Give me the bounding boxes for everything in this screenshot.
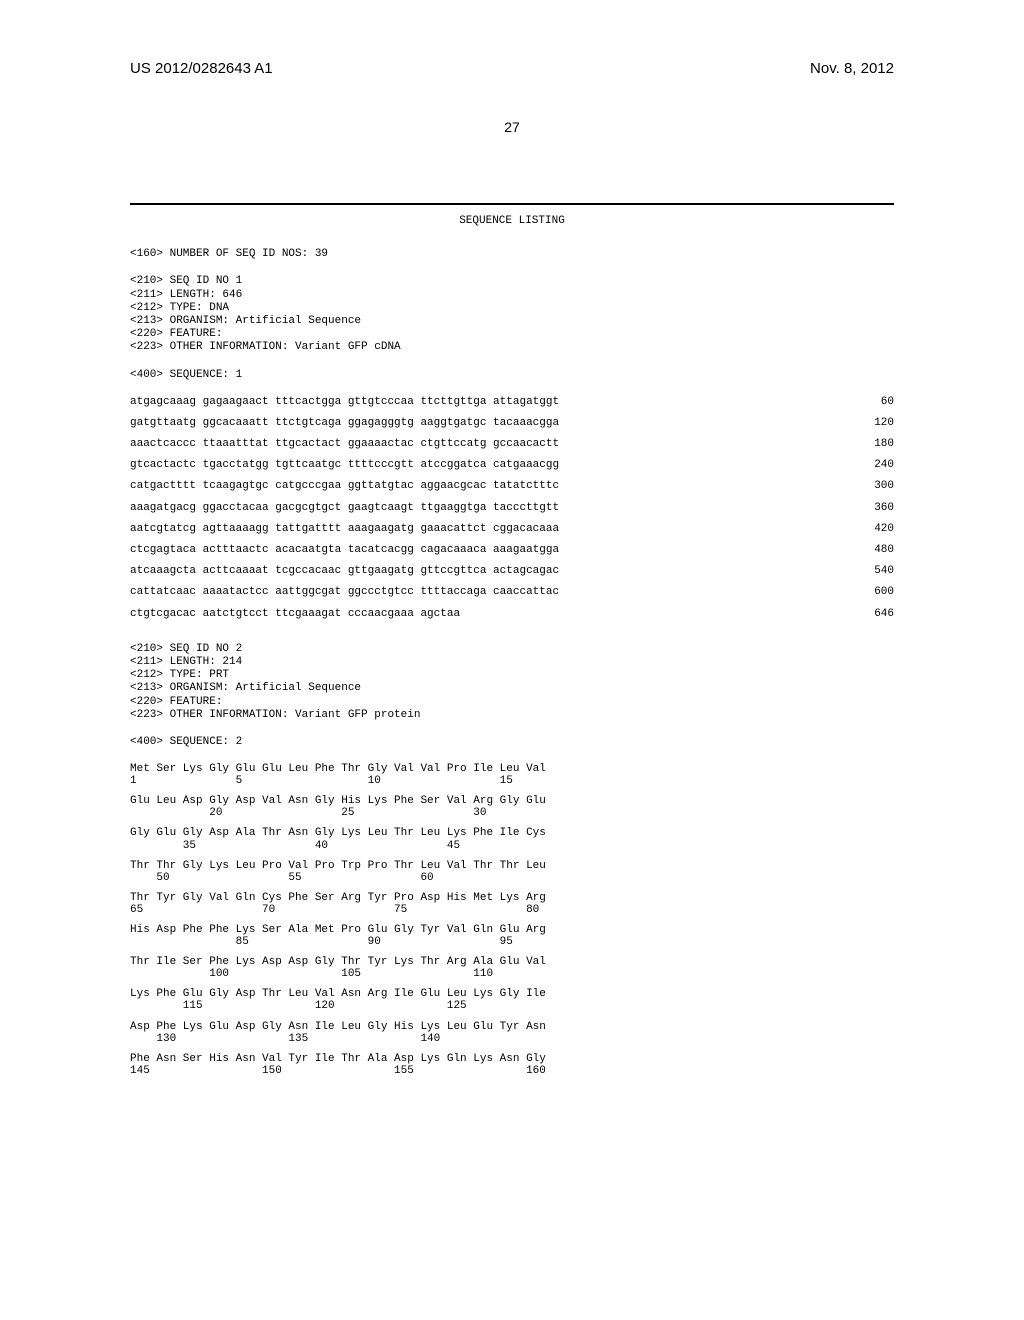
- seq1-meta: <210> SEQ ID NO 1 <211> LENGTH: 646 <212…: [130, 275, 894, 354]
- date: Nov. 8, 2012: [810, 60, 894, 77]
- content-area: SEQUENCE LISTING <160> NUMBER OF SEQ ID …: [0, 215, 1024, 1077]
- seq1-label: <400> SEQUENCE: 1: [130, 369, 894, 382]
- protein-row: Asp Phe Lys Glu Asp Gly Asn Ile Leu Gly …: [130, 1021, 894, 1045]
- seq1-meta-line: <220> FEATURE:: [130, 328, 894, 341]
- seq-row: gtcactactc tgacctatgg tgttcaatgc ttttccc…: [130, 459, 894, 472]
- seq1-meta-line: <211> LENGTH: 646: [130, 289, 894, 302]
- protein-row: Thr Ile Ser Phe Lys Asp Asp Gly Thr Tyr …: [130, 956, 894, 980]
- seq-row: ctcgagtaca actttaactc acacaatgta tacatca…: [130, 544, 894, 557]
- protein-row: Gly Glu Gly Asp Ala Thr Asn Gly Lys Leu …: [130, 827, 894, 851]
- page-number: 27: [0, 119, 1024, 135]
- seq1-meta-line: <223> OTHER INFORMATION: Variant GFP cDN…: [130, 341, 894, 354]
- protein-row: Met Ser Lys Gly Glu Glu Leu Phe Thr Gly …: [130, 763, 894, 787]
- seq2-meta-line: <220> FEATURE:: [130, 696, 894, 709]
- seq-row: cattatcaac aaaatactcc aattggcgat ggccctg…: [130, 586, 894, 599]
- seq-row: atgagcaaag gagaagaact tttcactgga gttgtcc…: [130, 396, 894, 409]
- protein-row: Phe Asn Ser His Asn Val Tyr Ile Thr Ala …: [130, 1053, 894, 1077]
- seq1-label-block: <400> SEQUENCE: 1: [130, 369, 894, 382]
- seq2-meta-line: <223> OTHER INFORMATION: Variant GFP pro…: [130, 709, 894, 722]
- seq2-protein: Met Ser Lys Gly Glu Glu Leu Phe Thr Gly …: [130, 763, 894, 1077]
- protein-row: Thr Tyr Gly Val Gln Cys Phe Ser Arg Tyr …: [130, 892, 894, 916]
- seq2-meta-line: <211> LENGTH: 214: [130, 656, 894, 669]
- seq-row: aaactcaccc ttaaatttat ttgcactact ggaaaac…: [130, 438, 894, 451]
- seq1-meta-line: <213> ORGANISM: Artificial Sequence: [130, 315, 894, 328]
- protein-row: His Asp Phe Phe Lys Ser Ala Met Pro Glu …: [130, 924, 894, 948]
- seq1-meta-line: <210> SEQ ID NO 1: [130, 275, 894, 288]
- seq2-label-block: <400> SEQUENCE: 2: [130, 736, 894, 749]
- seq2-label: <400> SEQUENCE: 2: [130, 736, 894, 749]
- seq-row: aaagatgacg ggacctacaa gacgcgtgct gaagtca…: [130, 502, 894, 515]
- seq2-meta-line: <210> SEQ ID NO 2: [130, 643, 894, 656]
- header-row: US 2012/0282643 A1 Nov. 8, 2012: [0, 0, 1024, 77]
- doc-number: US 2012/0282643 A1: [130, 60, 273, 77]
- divider: [130, 203, 894, 205]
- seq1-sequence: atgagcaaag gagaagaact tttcactgga gttgtcc…: [130, 396, 894, 621]
- seq2-meta-line: <212> TYPE: PRT: [130, 669, 894, 682]
- seq-row: catgactttt tcaagagtgc catgcccgaa ggttatg…: [130, 480, 894, 493]
- seq-row: ctgtcgacac aatctgtcct ttcgaaagat cccaacg…: [130, 608, 894, 621]
- seq-row: aatcgtatcg agttaaaagg tattgatttt aaagaag…: [130, 523, 894, 536]
- protein-row: Thr Thr Gly Lys Leu Pro Val Pro Trp Pro …: [130, 860, 894, 884]
- protein-row: Lys Phe Glu Gly Asp Thr Leu Val Asn Arg …: [130, 988, 894, 1012]
- num-sequences: <160> NUMBER OF SEQ ID NOS: 39: [130, 248, 894, 261]
- seq2-meta: <210> SEQ ID NO 2 <211> LENGTH: 214 <212…: [130, 643, 894, 722]
- seq1-meta-line: <212> TYPE: DNA: [130, 302, 894, 315]
- protein-row: Glu Leu Asp Gly Asp Val Asn Gly His Lys …: [130, 795, 894, 819]
- seq-row: gatgttaatg ggcacaaatt ttctgtcaga ggagagg…: [130, 417, 894, 430]
- seq2-meta-line: <213> ORGANISM: Artificial Sequence: [130, 682, 894, 695]
- sequence-listing-title: SEQUENCE LISTING: [130, 215, 894, 228]
- seq-row: atcaaagcta acttcaaaat tcgccacaac gttgaag…: [130, 565, 894, 578]
